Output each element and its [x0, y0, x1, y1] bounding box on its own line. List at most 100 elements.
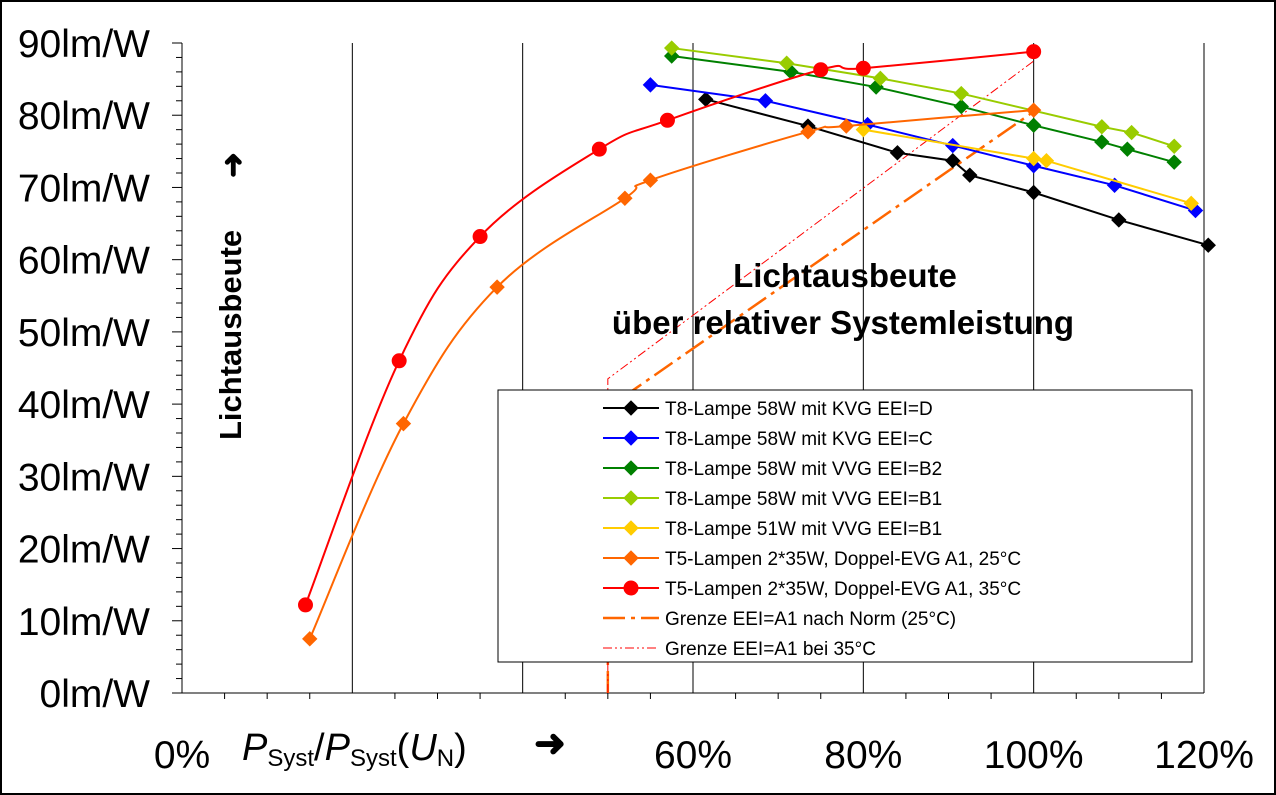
x-tick-label: 60%	[654, 734, 732, 777]
chart-subtitle: über relativer Systemleistung	[612, 304, 1074, 341]
data-point	[664, 40, 680, 56]
data-point	[395, 415, 412, 432]
data-point	[1094, 119, 1110, 135]
y-tick-label: 40lm/W	[18, 384, 150, 427]
data-point	[1200, 237, 1216, 253]
y-tick-label: 10lm/W	[18, 601, 150, 644]
legend-item-7: Grenze EEI=A1 nach Norm (25°C)	[603, 609, 956, 630]
legend-label: T8-Lampe 58W mit VVG EEI=B1	[665, 489, 942, 510]
data-point	[1094, 134, 1110, 150]
data-point	[1038, 153, 1055, 169]
data-point	[872, 70, 889, 87]
data-point	[800, 124, 816, 140]
y-tick-label: 30lm/W	[18, 456, 150, 499]
series-6	[297, 44, 1042, 613]
series-8	[607, 60, 1034, 693]
x-axis-title: PSyst/PSyst(UN)	[242, 727, 467, 772]
y-tick-label: 0lm/W	[40, 673, 151, 716]
data-point	[472, 229, 488, 245]
y-tick-label: 50lm/W	[18, 312, 150, 355]
legend-item-5: T5-Lampen 2*35W, Doppel-EVG A1, 25°C	[603, 549, 1021, 570]
legend-swatch-marker	[623, 400, 639, 416]
y-axis-title: Lichtausbeute ➜	[213, 152, 250, 440]
y-tick-label: 70lm/W	[18, 167, 150, 210]
data-point	[391, 353, 407, 369]
legend-box	[497, 389, 1193, 663]
data-point	[1166, 154, 1182, 170]
legend-item-0: T8-Lampe 58W mit KVG EEI=D	[603, 399, 933, 420]
y-tick-label: 90lm/W	[18, 23, 150, 66]
legend-label: T8-Lampe 58W mit KVG EEI=D	[665, 399, 933, 420]
y-tick-label: 60lm/W	[18, 240, 150, 283]
data-point	[1026, 44, 1042, 60]
legend-label: T5-Lampen 2*35W, Doppel-EVG A1, 25°C	[665, 549, 1021, 570]
data-point	[642, 77, 659, 93]
series-4	[855, 121, 1199, 212]
data-point	[813, 62, 829, 78]
y-tick-label: 80lm/W	[18, 95, 150, 138]
data-point	[838, 118, 855, 134]
data-point	[889, 145, 906, 161]
chart-title: Lichtausbeute	[733, 257, 957, 294]
legend-item-3: T8-Lampe 58W mit VVG EEI=B1	[603, 489, 942, 510]
legend-swatch-marker	[623, 550, 639, 566]
x-tick-label: 100%	[984, 734, 1084, 777]
x-tick-labels: 0% 60% 80% 100% 120%	[154, 734, 1254, 777]
series-line	[607, 60, 1034, 693]
legend-item-2: T8-Lampe 58W mit VVG EEI=B2	[603, 459, 942, 480]
data-point	[1025, 150, 1042, 167]
legend-item-6: T5-Lampen 2*35W, Doppel-EVG A1, 35°C	[603, 579, 1021, 600]
y-axis-title-text: Lichtausbeute	[213, 230, 248, 440]
x-tick-label: 0%	[154, 734, 210, 777]
legend-label: T5-Lampen 2*35W, Doppel-EVG A1, 35°C	[665, 579, 1021, 600]
data-point	[297, 597, 313, 613]
legend-label: T8-Lampe 51W mit VVG EEI=B1	[665, 519, 942, 540]
x-tick-label: 120%	[1154, 734, 1254, 777]
data-point	[664, 48, 680, 64]
data-point	[591, 141, 607, 157]
data-point	[953, 85, 969, 102]
data-point	[659, 112, 675, 128]
data-point	[1183, 195, 1199, 212]
legend-label: Grenze EEI=A1 bei 35°C	[665, 639, 876, 660]
data-point	[945, 153, 961, 169]
legend-swatch-marker	[623, 490, 639, 506]
data-point	[1025, 117, 1042, 134]
legend-item-4: T8-Lampe 51W mit VVG EEI=B1	[603, 519, 942, 540]
series-5	[302, 102, 1042, 647]
legend-item-1: T8-Lampe 58W mit KVG EEI=C	[603, 429, 933, 450]
legend: T8-Lampe 58W mit KVG EEI=D T8-Lampe 58W m…	[497, 389, 1193, 663]
legend-swatch-marker	[623, 460, 639, 476]
data-point	[953, 98, 969, 115]
legend-item-8: Grenze EEI=A1 bei 35°C	[603, 639, 876, 660]
legend-label: Grenze EEI=A1 nach Norm (25°C)	[665, 609, 956, 630]
series-3	[664, 40, 1182, 154]
data-point	[1123, 124, 1140, 141]
data-point	[489, 279, 505, 295]
series-line	[705, 98, 1209, 247]
data-point	[1111, 212, 1127, 228]
axes	[172, 42, 1204, 699]
data-point	[1119, 141, 1136, 157]
data-point	[962, 167, 978, 183]
data-point	[757, 93, 774, 109]
x-axis-arrow-icon: ➜	[534, 723, 566, 765]
data-point	[778, 55, 795, 71]
data-point	[1025, 102, 1042, 118]
legend-swatch-marker	[623, 430, 639, 446]
data-point	[1025, 184, 1042, 201]
legend-label: T8-Lampe 58W mit VVG EEI=B2	[665, 459, 942, 480]
data-point	[642, 172, 659, 188]
legend-label: T8-Lampe 58W mit KVG EEI=C	[665, 429, 933, 450]
data-point	[617, 190, 633, 206]
data-point	[855, 60, 871, 76]
y-tick-labels: 0lm/W 10lm/W 20lm/W 30lm/W 40lm/W 50lm/W 60lm/…	[18, 23, 150, 716]
y-axis-arrow-icon: ➜	[215, 152, 250, 178]
data-point	[855, 121, 872, 138]
legend-swatch-marker	[623, 520, 639, 536]
data-point	[302, 631, 318, 647]
data-point	[1166, 138, 1182, 154]
y-tick-label: 20lm/W	[18, 529, 150, 572]
legend-swatch-marker	[623, 580, 639, 596]
